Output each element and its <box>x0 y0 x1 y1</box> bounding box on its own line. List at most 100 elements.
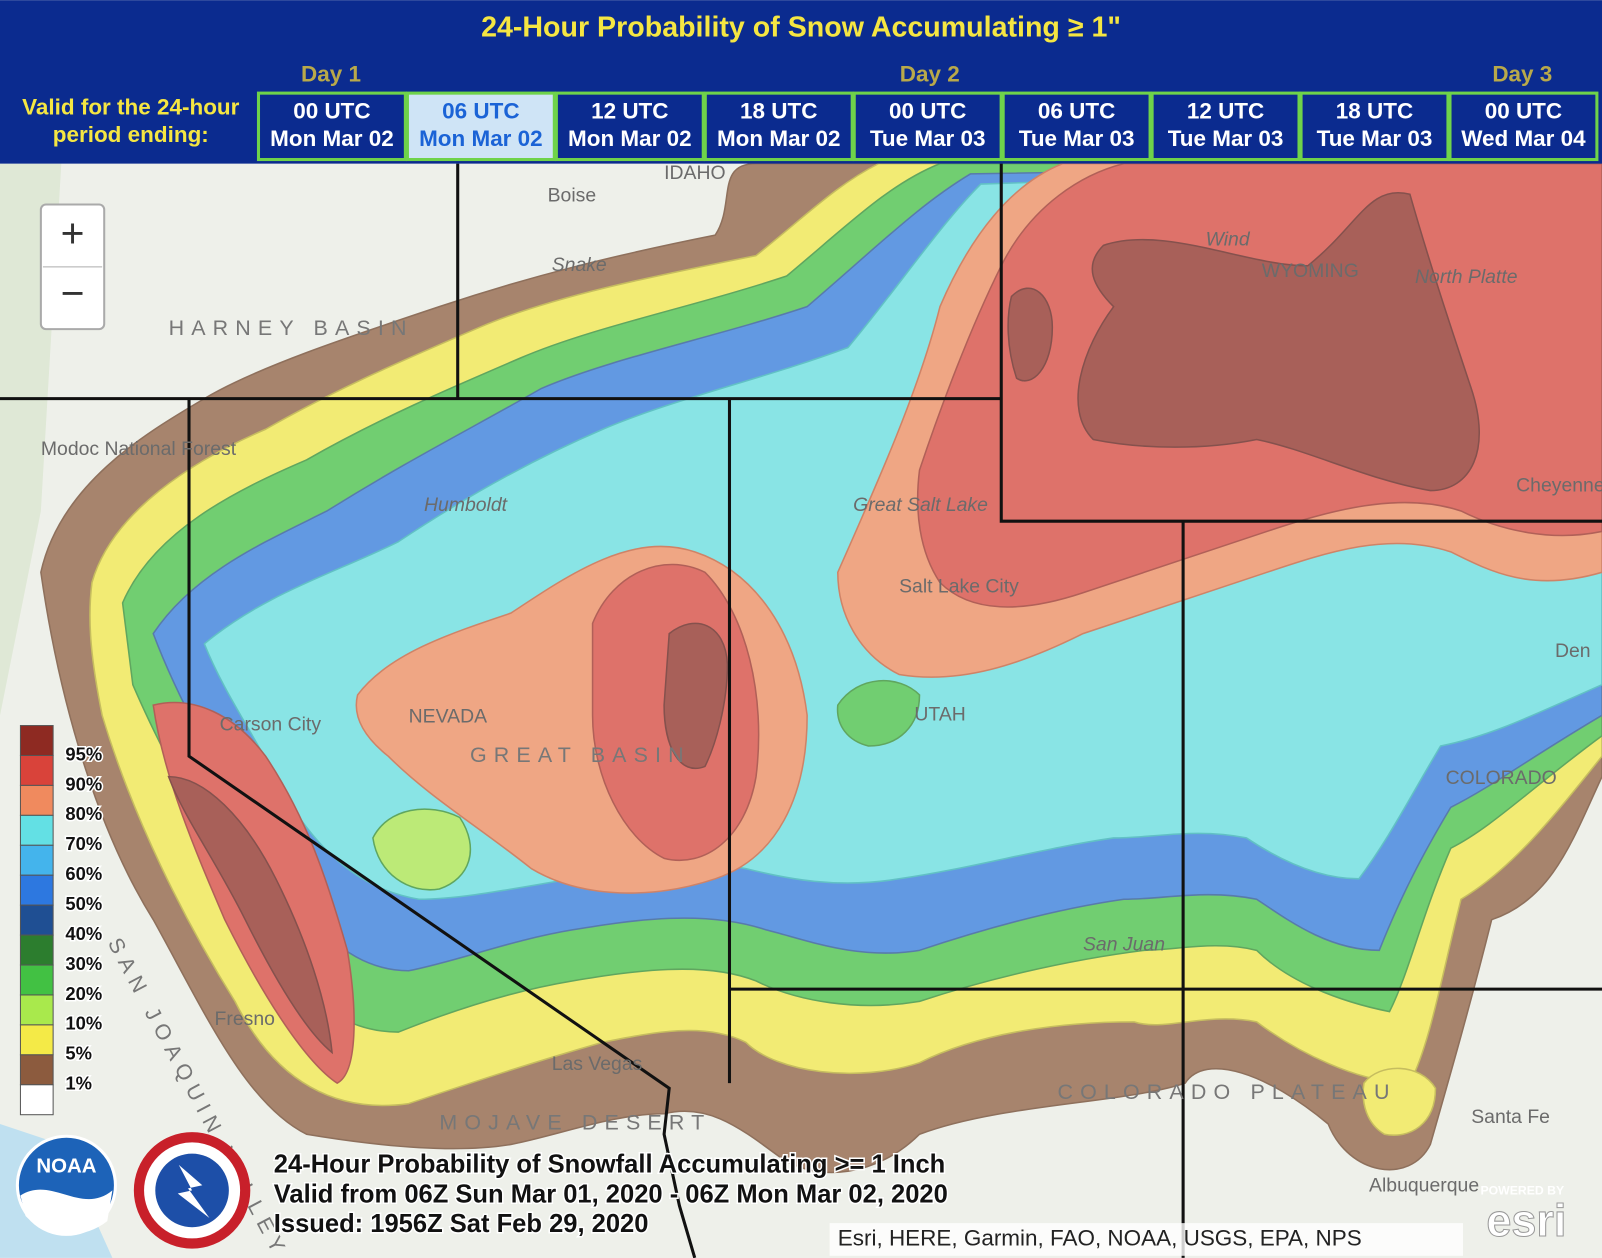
place-label: WYOMING <box>1262 260 1359 282</box>
tab-time[interactable]: 00 UTC <box>293 98 370 123</box>
tab-time[interactable]: 18 UTC <box>740 98 817 123</box>
tab-box[interactable] <box>256 91 407 162</box>
place-label: COLORADO <box>1446 767 1557 789</box>
state-borders <box>0 163 1602 1258</box>
time-tab[interactable]: 12 UTC Tue Mar 03 <box>1150 91 1301 162</box>
place-label: Humboldt <box>424 494 509 516</box>
tab-box[interactable] <box>1001 91 1152 162</box>
tab-date[interactable]: Mon Mar 02 <box>270 126 394 151</box>
legend-label: 50% <box>65 893 102 914</box>
probability-contours <box>40 162 1602 1174</box>
tab-time[interactable]: 12 UTC <box>1187 98 1264 123</box>
place-label: MOJAVE DESERT <box>439 1111 711 1135</box>
tab-date[interactable]: Mon Mar 02 <box>568 126 692 151</box>
legend-swatch <box>19 844 54 876</box>
valid-label: Valid for the 24-hour <box>22 94 239 119</box>
place-label: Albuquerque <box>1369 1174 1479 1196</box>
place-label: Cheyenne <box>1516 475 1602 497</box>
tab-box[interactable] <box>1150 91 1301 162</box>
tab-box[interactable] <box>1299 91 1450 162</box>
legend-label: 10% <box>65 1013 102 1034</box>
legend-label: 95% <box>65 743 102 764</box>
tab-time[interactable]: 06 UTC <box>442 98 519 123</box>
time-tabs: 00 UTC Mon Mar 02 06 UTC Mon Mar 02 12 UTC Mo… <box>256 91 1599 162</box>
place-label: GREAT BASIN <box>470 743 691 767</box>
attribution: Esri, HERE, Garmin, FAO, NOAA, USGS, EPA… <box>838 1225 1362 1250</box>
place-label: COLORADO PLATEAU <box>1057 1080 1396 1104</box>
tab-time[interactable]: 12 UTC <box>591 98 668 123</box>
legend-label: 5% <box>65 1043 92 1064</box>
time-tab[interactable]: 00 UTC Mon Mar 02 <box>256 91 407 162</box>
day-label: Day 1 <box>301 62 361 87</box>
time-tab[interactable]: 00 UTC Wed Mar 04 <box>1448 91 1599 162</box>
legend-swatch <box>19 1024 54 1056</box>
place-label: Den <box>1555 640 1591 662</box>
place-label: Santa Fe <box>1471 1106 1550 1128</box>
legend-label: 1% <box>65 1073 92 1094</box>
zoom-in[interactable]: + <box>61 210 85 256</box>
place-label: Boise <box>548 184 597 206</box>
tab-date[interactable]: Tue Mar 03 <box>1317 126 1433 151</box>
tab-box[interactable] <box>703 91 854 162</box>
time-tab[interactable]: 06 UTC Tue Mar 03 <box>1001 91 1152 162</box>
tab-time[interactable]: 00 UTC <box>889 98 966 123</box>
zoom-out[interactable]: − <box>61 270 85 316</box>
place-label: Wind <box>1206 228 1251 250</box>
time-tab[interactable]: 00 UTC Tue Mar 03 <box>852 91 1003 162</box>
place-label: Snake <box>552 254 607 276</box>
esri-logo: esri <box>1486 1195 1566 1246</box>
tab-date[interactable]: Wed Mar 04 <box>1461 126 1586 151</box>
place-label: IDAHO <box>664 162 725 184</box>
legend-swatch <box>19 964 54 996</box>
place-label: Fresno <box>215 1008 275 1030</box>
place-label: Modoc National Forest <box>41 438 237 460</box>
noaa-logo: NOAA <box>15 1134 117 1236</box>
place-label: Las Vegas <box>552 1053 643 1075</box>
time-tab[interactable]: 18 UTC Mon Mar 02 <box>703 91 854 162</box>
tab-time[interactable]: 00 UTC <box>1485 98 1562 123</box>
header-title: 24-Hour Probability of Snow Accumulating… <box>481 11 1121 43</box>
caption: Valid from 06Z Sun Mar 01, 2020 - 06Z Mo… <box>274 1180 948 1208</box>
attribution-bg <box>829 1223 1464 1256</box>
place-label: Salt Lake City <box>899 576 1019 598</box>
tab-date[interactable]: Tue Mar 03 <box>1168 126 1284 151</box>
tab-box[interactable] <box>405 91 556 162</box>
legend-label: 40% <box>65 923 102 944</box>
place-label: North Platte <box>1415 266 1518 288</box>
place-label: NEVADA <box>409 706 487 728</box>
zoom-control: + − <box>39 203 106 331</box>
legend-swatch <box>19 874 54 906</box>
tab-time[interactable]: 18 UTC <box>1336 98 1413 123</box>
legend-label: 70% <box>65 833 102 854</box>
place-label: UTAH <box>914 703 965 725</box>
tab-date[interactable]: Tue Mar 03 <box>1019 126 1135 151</box>
tab-time[interactable]: 06 UTC <box>1038 98 1115 123</box>
legend-swatch <box>19 784 54 816</box>
tab-box[interactable] <box>554 91 705 162</box>
legend: 95% 90% 80% 70% 60% 50% 40% 30% 20% 10% 5% 1% <box>19 725 104 1116</box>
legend-swatch <box>19 904 54 936</box>
legend-label: 90% <box>65 773 102 794</box>
legend-label: 30% <box>65 953 102 974</box>
caption: Issued: 1956Z Sat Feb 29, 2020 <box>274 1210 649 1238</box>
esri-powered: POWERED BY <box>1480 1184 1564 1198</box>
place-label: HARNEY BASIN <box>169 316 414 340</box>
noaa-text: NOAA <box>36 1155 96 1177</box>
legend-label: 80% <box>65 803 102 824</box>
noaa-wave <box>20 1189 113 1235</box>
time-tab[interactable]: 06 UTC Mon Mar 02 <box>405 91 556 162</box>
tab-date[interactable]: Mon Mar 02 <box>419 126 543 151</box>
nws-logo <box>133 1132 251 1249</box>
time-tab[interactable]: 18 UTC Tue Mar 03 <box>1299 91 1450 162</box>
tab-box[interactable] <box>1448 91 1599 162</box>
legend-swatch <box>19 754 54 786</box>
time-tab[interactable]: 12 UTC Mon Mar 02 <box>554 91 705 162</box>
tab-date[interactable]: Mon Mar 02 <box>717 126 841 151</box>
caption: 24-Hour Probability of Snowfall Accumula… <box>274 1151 945 1179</box>
tab-date[interactable]: Tue Mar 03 <box>870 126 986 151</box>
legend-swatch <box>19 725 54 756</box>
tab-box[interactable] <box>852 91 1003 162</box>
legend-swatch <box>19 934 54 966</box>
